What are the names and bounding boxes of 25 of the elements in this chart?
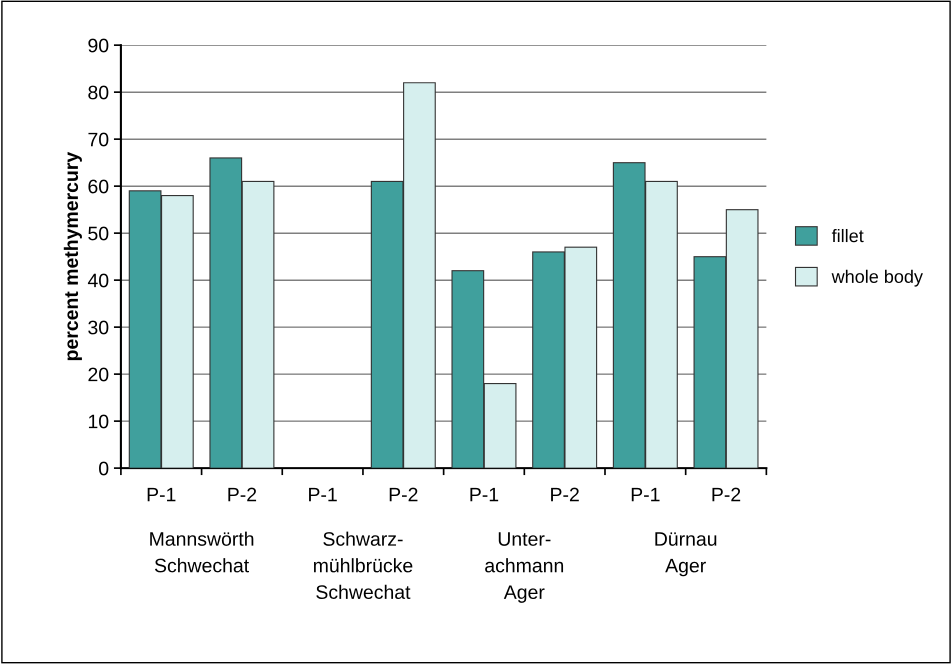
- y-tick-label: 80: [88, 86, 108, 100]
- x-tick-label: P-1: [148, 488, 176, 502]
- text: Dürnau Ager: [655, 532, 716, 576]
- text: Mannswörth Schwechat: [150, 532, 254, 572]
- text: Schwarz- mühlbrücke Schwechat: [314, 532, 412, 600]
- y-tick-label: 30: [88, 320, 108, 334]
- y-tick-label: 50: [88, 226, 108, 240]
- y-tick-label: 70: [88, 132, 108, 146]
- x-tick-label: P-2: [551, 488, 579, 502]
- x-tick-label: P-1: [470, 488, 498, 502]
- y-tick-label: 40: [88, 274, 108, 288]
- x-tick-label: P-1: [309, 488, 337, 502]
- y-tick-label: 0: [99, 462, 108, 476]
- x-tick-label: P-2: [390, 488, 418, 502]
- y-tick-label: 10: [88, 414, 108, 428]
- y-axis-title: percent methymercury: [64, 152, 82, 360]
- y-tick-label: 60: [88, 180, 108, 194]
- x-tick-label: P-1: [632, 488, 660, 502]
- text: Unter- achmann Ager: [485, 532, 564, 603]
- y-tick-label: 20: [88, 368, 108, 382]
- y-tick-label: 90: [88, 38, 108, 52]
- x-tick-label: P-2: [712, 488, 740, 502]
- legend-label: fillet: [832, 228, 864, 242]
- x-tick-label: P-2: [228, 488, 256, 502]
- legend-label: whole body: [832, 270, 923, 287]
